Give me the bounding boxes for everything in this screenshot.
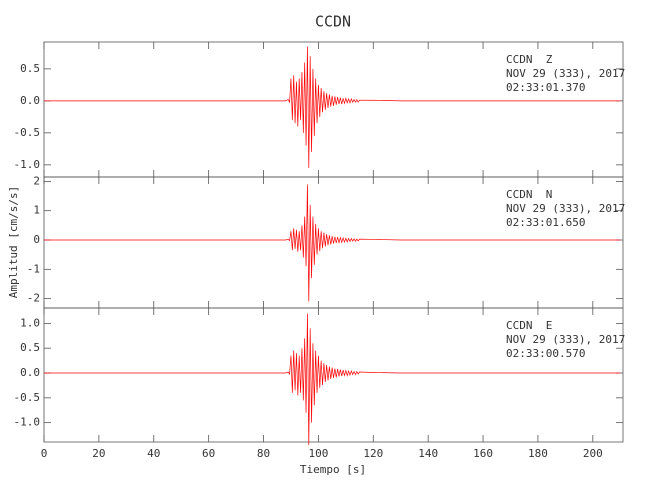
waveform xyxy=(44,46,621,169)
annotation: 02:33:00.570 xyxy=(506,347,585,360)
y-tick-label: 2 xyxy=(33,174,40,187)
y-tick-label: -1.0 xyxy=(14,416,41,429)
x-tick-label: 40 xyxy=(147,447,160,460)
y-tick-label: 0 xyxy=(33,233,40,246)
y-tick-label: 1.0 xyxy=(20,316,40,329)
y-tick-label: -0.5 xyxy=(14,391,41,404)
x-tick-label: 0 xyxy=(41,447,48,460)
x-tick-label: 140 xyxy=(418,447,438,460)
y-tick-label: 1 xyxy=(33,204,40,217)
panel-frame xyxy=(43,307,624,443)
waveform xyxy=(44,184,621,302)
chart-title: CCDN xyxy=(315,13,351,31)
y-tick-label: 0.0 xyxy=(20,366,40,379)
y-tick-label: 0.0 xyxy=(20,94,40,107)
y-tick-label: 0.5 xyxy=(20,341,40,354)
y-tick-label: 0.5 xyxy=(20,62,40,75)
x-axis-label: Tiempo [s] xyxy=(300,463,366,476)
x-tick-label: 60 xyxy=(202,447,215,460)
annotation: 02:33:01.370 xyxy=(506,81,585,94)
y-tick-label: -2 xyxy=(27,292,40,305)
x-tick-label: 100 xyxy=(308,447,328,460)
x-tick-label: 200 xyxy=(583,447,603,460)
y-tick-label: -0.5 xyxy=(14,126,41,139)
annotation: CCDN Z xyxy=(506,53,553,66)
annotation: NOV 29 (333), 2017 xyxy=(506,333,625,346)
annotation: CCDN E xyxy=(506,319,552,332)
annotation: NOV 29 (333), 2017 xyxy=(506,67,625,80)
y-axis-label: Amplitud [cm/s/s] xyxy=(7,186,20,299)
waveform xyxy=(44,313,621,445)
x-tick-label: 160 xyxy=(473,447,493,460)
x-tick-label: 20 xyxy=(92,447,105,460)
annotation: CCDN N xyxy=(506,188,552,201)
annotation: 02:33:01.650 xyxy=(506,216,585,229)
y-tick-label: -1.0 xyxy=(14,158,41,171)
x-tick-label: 80 xyxy=(257,447,270,460)
y-tick-label: -1 xyxy=(27,262,40,275)
x-tick-label: 180 xyxy=(528,447,548,460)
x-tick-label: 120 xyxy=(363,447,383,460)
annotation: NOV 29 (333), 2017 xyxy=(506,202,625,215)
